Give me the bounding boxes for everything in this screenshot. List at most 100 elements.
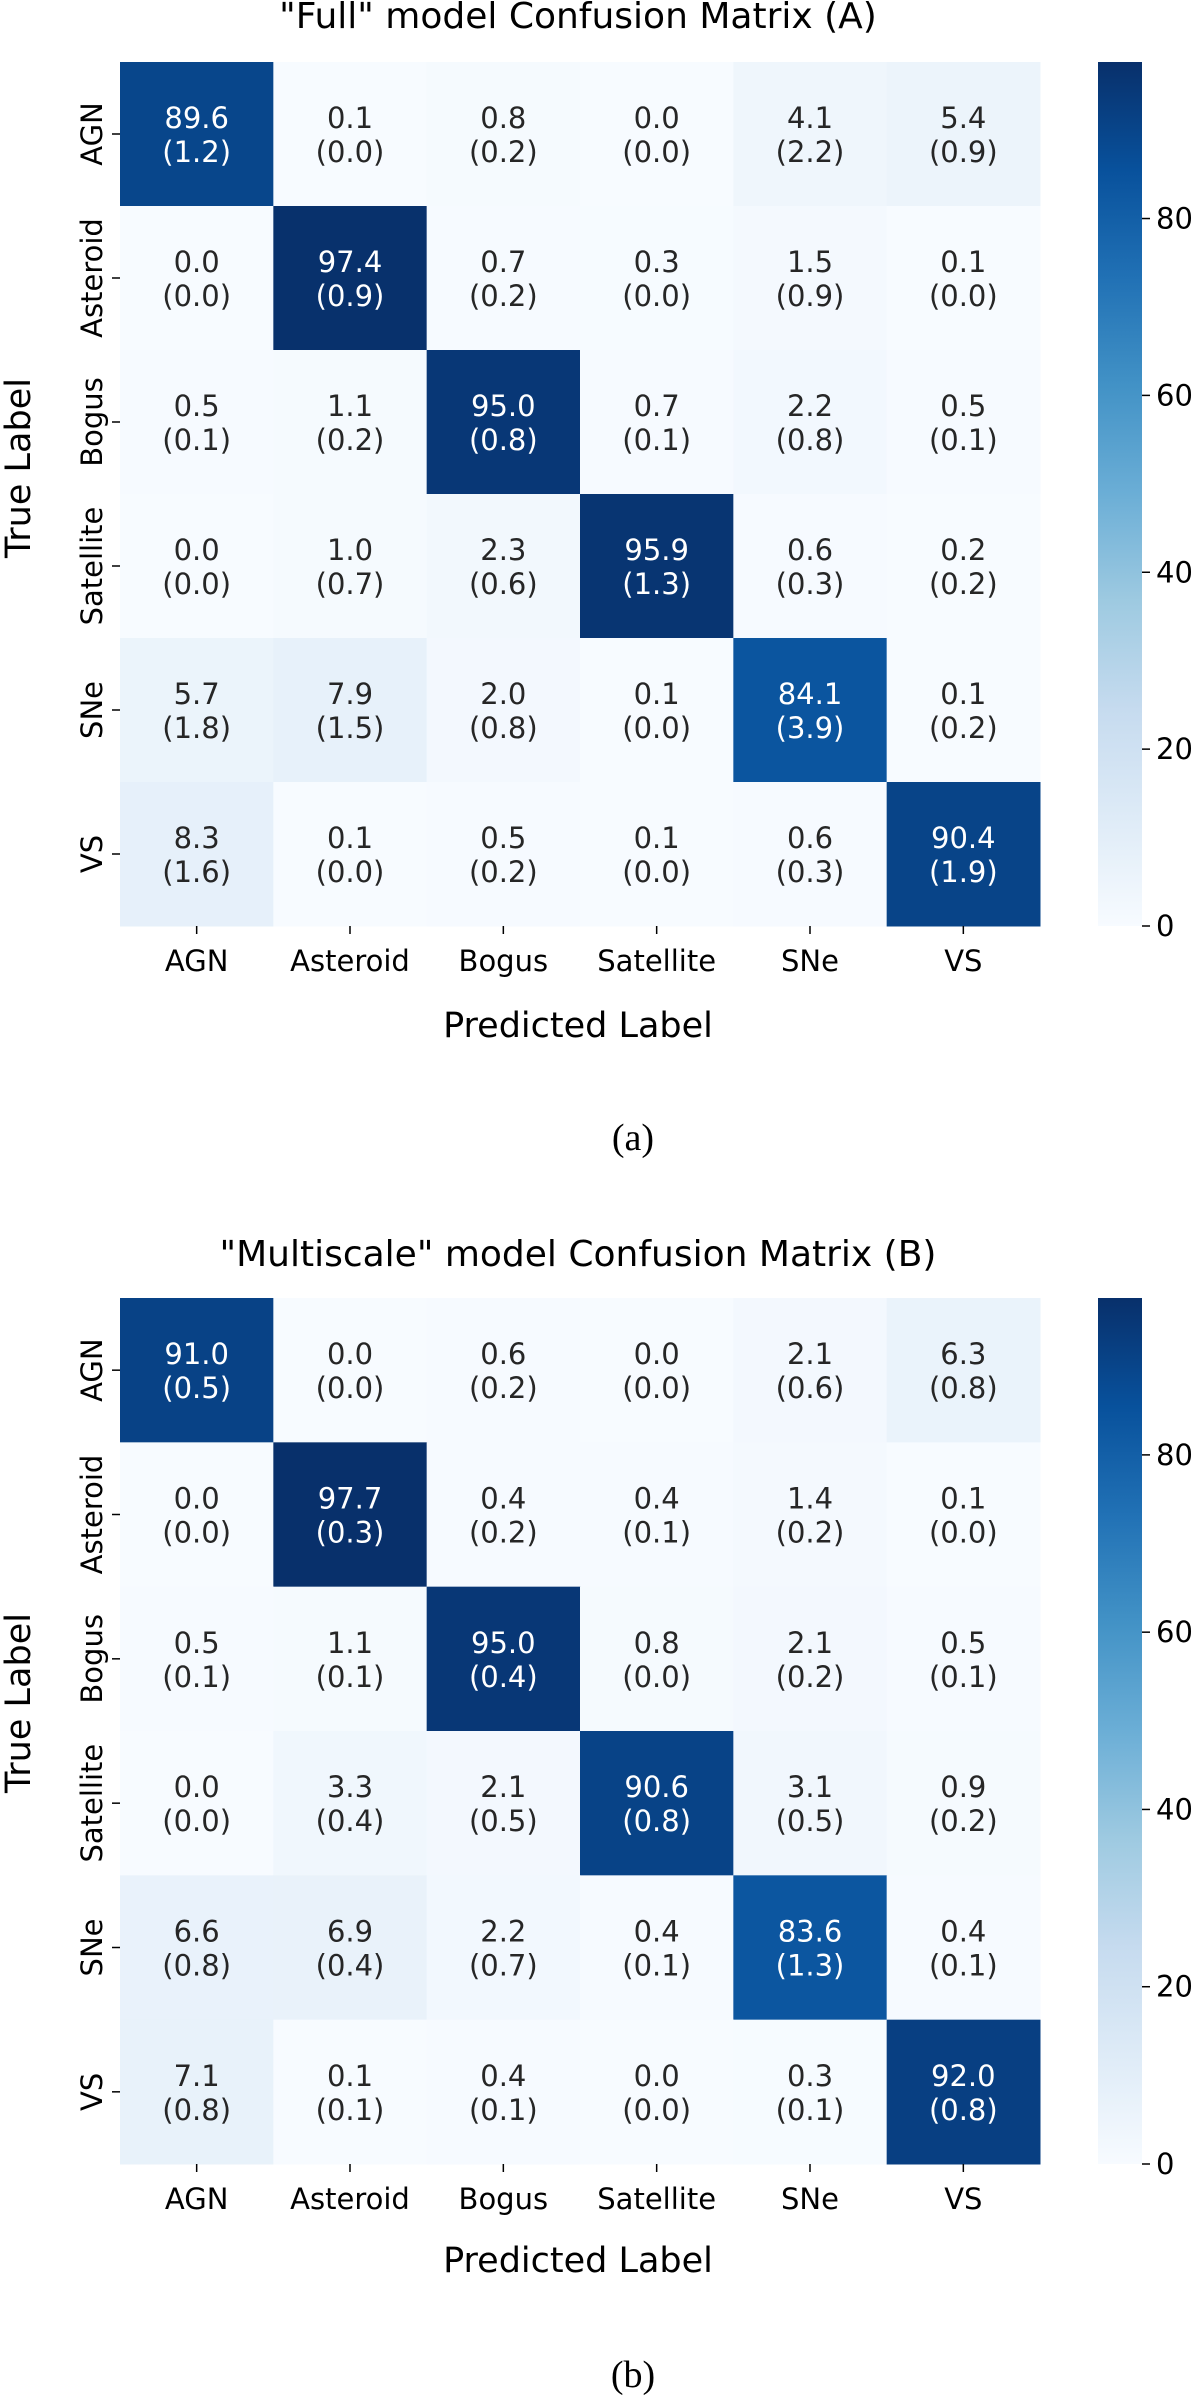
cell-std: (1.5): [316, 711, 385, 745]
colorbar-tick-label: 40: [1156, 1792, 1193, 1826]
cell-std: (0.1): [622, 423, 691, 457]
cell-value: 3.1: [787, 1770, 833, 1804]
cell-std: (0.0): [162, 1516, 231, 1550]
heatmap-cell: [120, 1298, 274, 1443]
heatmap-cell: [580, 1586, 734, 1732]
heatmap-cell: [886, 1586, 1041, 1732]
heatmap-cell: [580, 638, 734, 783]
x-tick-labels: AGN Asteroid Bogus Satellite SNe VS: [165, 926, 982, 978]
cell-std: (0.2): [469, 135, 538, 169]
heatmap-cell: [580, 782, 734, 927]
colorbar-tick-label: 60: [1156, 378, 1193, 412]
cell-std: (0.0): [622, 1660, 691, 1694]
cell-value: 0.1: [634, 677, 680, 711]
cell-std: (0.8): [622, 1804, 691, 1838]
cell-value: 2.0: [480, 677, 526, 711]
cell-std: (0.0): [162, 567, 231, 601]
cell-std: (1.2): [162, 135, 231, 169]
heatmap-cell: [426, 638, 581, 783]
colorbar: [1098, 62, 1142, 926]
cell-value: 4.1: [787, 101, 833, 135]
y-tick-label: Asteroid: [75, 1455, 109, 1575]
heatmap-cell: [886, 1875, 1041, 2021]
heatmap-cell: [426, 1442, 581, 1588]
cell-value: 95.0: [471, 389, 536, 423]
cell-std: (0.0): [622, 2093, 691, 2127]
x-tick-label: VS: [944, 2182, 982, 2216]
cell-value: 7.9: [327, 677, 373, 711]
panel-b: "Multiscale" model Confusion Matrix (B) …: [0, 1234, 1193, 2396]
colorbar-tick-label: 80: [1156, 1438, 1193, 1472]
heatmap-cell: [120, 1875, 274, 2021]
heatmap-cell: [580, 1442, 734, 1588]
heatmap-cell: [733, 1442, 888, 1588]
cell-value: 5.7: [174, 677, 220, 711]
cell-value: 95.0: [471, 1626, 536, 1660]
heatmap-cell: [120, 1442, 274, 1588]
cell-std: (0.2): [776, 1516, 845, 1550]
heatmap-cell: [120, 782, 274, 927]
heatmap-cell: [733, 206, 888, 351]
chart-title: "Full" model Confusion Matrix (A): [279, 0, 877, 37]
cell-std: (0.8): [162, 2093, 231, 2127]
colorbar-tick-label: 20: [1156, 1970, 1193, 2004]
heatmap-cell: [120, 1731, 274, 1876]
heatmap-cell: [273, 638, 428, 783]
cell-std: (0.9): [776, 279, 845, 313]
cell-std: (0.0): [929, 1516, 998, 1550]
heatmap-cell: [426, 206, 581, 351]
cell-value: 2.1: [480, 1770, 526, 1804]
heatmap-cell: [273, 1875, 428, 2021]
cell-std: (0.0): [162, 1804, 231, 1838]
cell-std: (0.0): [162, 279, 231, 313]
heatmap-cell: [426, 1875, 581, 2021]
heatmap-cell: [120, 1586, 274, 1732]
cell-std: (0.2): [776, 1660, 845, 1694]
cell-std: (0.1): [776, 2093, 845, 2127]
cell-std: (0.9): [316, 279, 385, 313]
heatmap-cell: [580, 350, 734, 495]
y-tick-label: VS: [75, 835, 109, 873]
heatmap-cell: [886, 494, 1041, 639]
heatmap-cell: [886, 1731, 1041, 1876]
y-tick-label: AGN: [75, 102, 109, 166]
colorbar-ticks: 0 20 40 60 80: [1142, 1438, 1193, 2181]
cell-value: 0.0: [174, 1770, 220, 1804]
cell-value: 0.1: [940, 1482, 986, 1516]
cell-value: 0.5: [940, 389, 986, 423]
cell-value: 2.2: [787, 389, 833, 423]
heatmap-cell: [273, 1298, 428, 1443]
cell-std: (0.1): [162, 1660, 231, 1694]
cell-value: 2.1: [787, 1626, 833, 1660]
cell-std: (0.1): [469, 2093, 538, 2127]
cell-std: (0.2): [469, 1371, 538, 1405]
x-axis-label: Predicted Label: [443, 1006, 713, 1046]
heatmap-cell: [120, 638, 274, 783]
heatmap-cell: [733, 1298, 888, 1443]
cell-std: (0.2): [316, 423, 385, 457]
cell-std: (0.2): [469, 1516, 538, 1550]
heatmap-cell: [273, 494, 428, 639]
cell-value: 0.1: [327, 101, 373, 135]
cell-std: (0.1): [929, 1949, 998, 1983]
colorbar-tick-label: 20: [1156, 732, 1193, 766]
cell-value: 0.7: [634, 389, 680, 423]
cell-std: (0.0): [316, 855, 385, 889]
colorbar-ticks: 0 20 40 60 80: [1142, 202, 1193, 943]
colorbar-tick-label: 0: [1156, 909, 1174, 943]
cell-std: (0.2): [469, 279, 538, 313]
cell-std: (0.2): [929, 711, 998, 745]
cell-value: 95.9: [624, 533, 689, 567]
heatmap-cell: [273, 1586, 428, 1732]
heatmap-cell: [886, 62, 1041, 207]
cell-std: (0.1): [316, 2093, 385, 2127]
cell-std: (0.0): [622, 1371, 691, 1405]
cell-std: (0.9): [929, 135, 998, 169]
heatmap-cell: [120, 62, 274, 207]
cell-std: (0.4): [316, 1949, 385, 1983]
y-axis-label: True Label: [0, 1613, 39, 1794]
cell-value: 0.4: [480, 2059, 526, 2093]
cell-std: (0.0): [622, 279, 691, 313]
x-tick-label: VS: [944, 944, 982, 978]
cell-value: 0.0: [634, 2059, 680, 2093]
